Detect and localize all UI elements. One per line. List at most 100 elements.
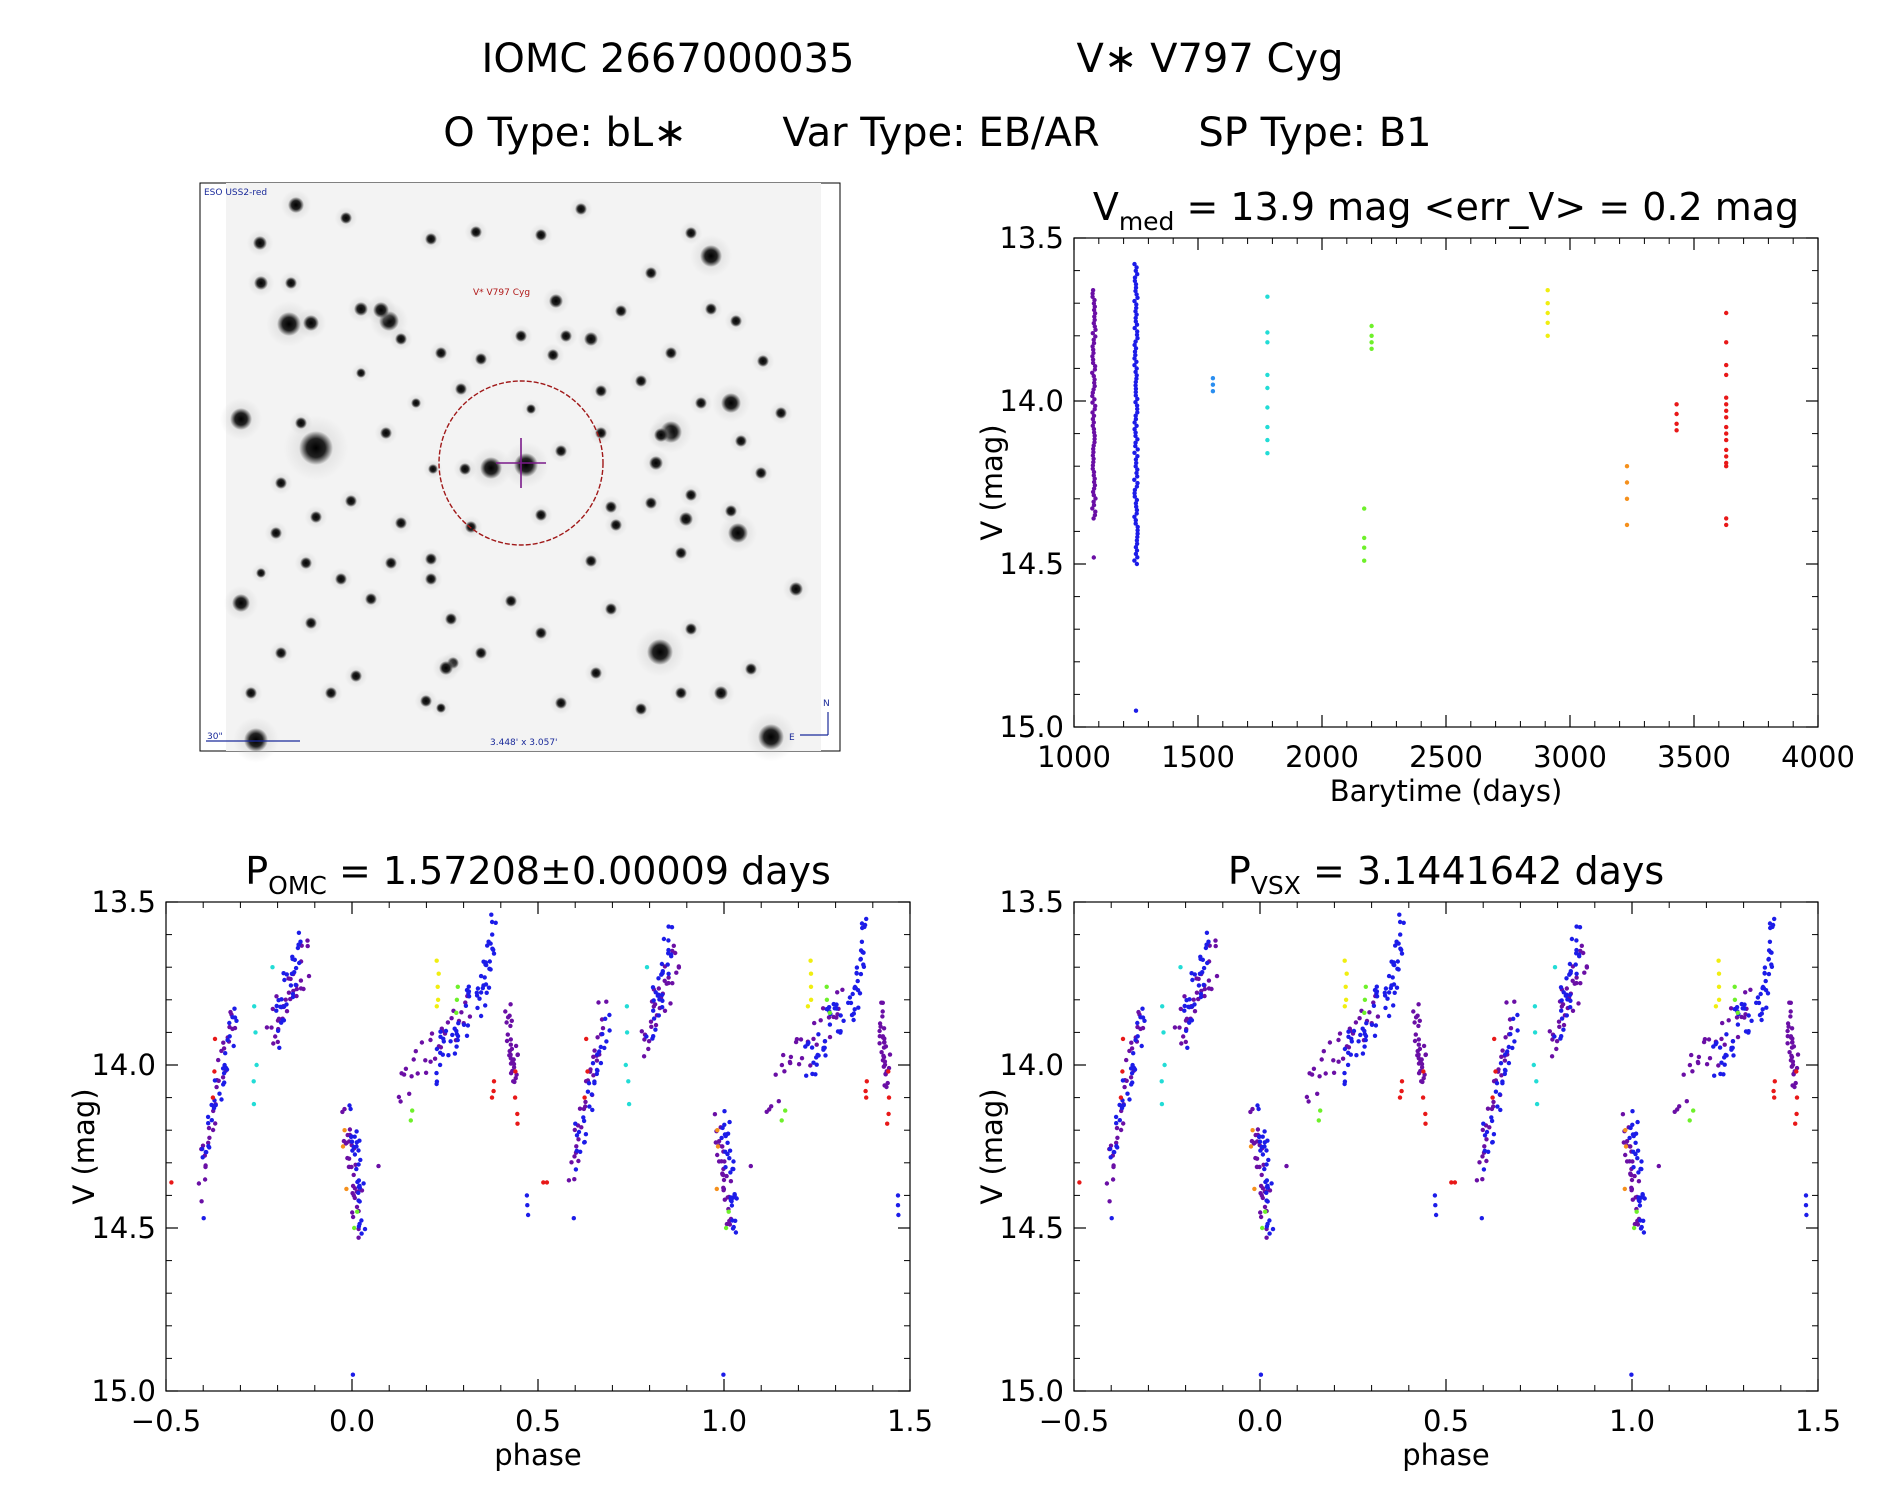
data-point (288, 983, 294, 988)
data-point (841, 1018, 846, 1023)
title-vartype: Var Type: EB/AR (782, 110, 1099, 156)
star (575, 203, 587, 215)
data-point (728, 1170, 733, 1175)
data-point (1135, 336, 1140, 341)
data-point (399, 1071, 404, 1076)
data-point (478, 990, 484, 995)
data-point (1392, 990, 1397, 995)
data-point (886, 1065, 892, 1071)
data-point (1386, 990, 1392, 995)
data-point (651, 1016, 657, 1021)
data-point (1110, 1177, 1116, 1182)
data-point (1267, 1231, 1272, 1236)
data-point (1256, 1106, 1261, 1112)
data-point (348, 1106, 353, 1112)
data-point (1133, 433, 1138, 439)
data-point (1349, 1039, 1355, 1044)
data-point (583, 1099, 588, 1105)
data-point (1394, 939, 1399, 944)
data-point (1574, 980, 1579, 986)
data-point (731, 1224, 736, 1230)
data-point (607, 1028, 612, 1033)
data-point (1584, 964, 1590, 969)
data-point (1213, 938, 1218, 943)
star (585, 555, 597, 567)
data-point (1135, 447, 1140, 452)
data-point (1489, 1118, 1495, 1124)
data-point (1114, 1125, 1120, 1131)
star (675, 687, 687, 699)
data-point (878, 1024, 883, 1029)
data-point (668, 1001, 673, 1006)
star (365, 593, 377, 605)
data-point (1134, 561, 1140, 567)
data-point (1532, 1030, 1538, 1035)
data-point (1373, 1023, 1379, 1028)
data-point (880, 1000, 885, 1005)
y-tick-label: 14.5 (999, 1211, 1064, 1245)
data-point (1493, 1089, 1499, 1094)
data-point (1336, 1037, 1341, 1043)
data-point (354, 1166, 359, 1172)
data-point (1499, 1073, 1504, 1078)
star (595, 385, 607, 397)
data-point (251, 1101, 257, 1107)
data-point (650, 985, 656, 990)
y-tick-label: 14.0 (999, 384, 1064, 418)
data-point (357, 1221, 362, 1227)
data-point (1210, 376, 1216, 381)
star (436, 703, 446, 713)
data-point (1635, 1148, 1641, 1153)
data-point (1134, 366, 1139, 371)
data-point (594, 1067, 600, 1073)
data-point (809, 1045, 815, 1050)
data-point (1307, 1071, 1312, 1076)
y-tick-label: 14.5 (999, 547, 1064, 581)
data-point (1635, 1119, 1640, 1125)
data-point (1348, 1052, 1354, 1057)
data-point (1639, 1224, 1644, 1230)
data-point (1133, 339, 1138, 344)
data-point (202, 1177, 208, 1182)
data-point (1118, 1095, 1124, 1100)
star (395, 333, 407, 345)
data-point (206, 1140, 211, 1146)
data-point (1581, 950, 1586, 956)
star (635, 703, 647, 715)
data-point (1574, 975, 1579, 980)
data-point (721, 1177, 727, 1183)
data-point (1091, 301, 1097, 306)
data-point (1267, 1218, 1272, 1223)
data-point (1634, 1209, 1639, 1214)
star (735, 435, 747, 447)
data-point (1479, 1216, 1485, 1221)
data-point (1090, 331, 1096, 336)
data-point (1265, 1199, 1270, 1204)
data-point (1200, 957, 1206, 962)
data-point (354, 1204, 360, 1210)
data-point (1574, 971, 1579, 976)
data-point (1639, 1159, 1644, 1164)
data-point (284, 1002, 289, 1007)
data-point (1716, 971, 1722, 976)
data-point (1687, 1062, 1693, 1068)
data-point (722, 1109, 727, 1114)
data-point (1421, 1043, 1427, 1049)
data-point (887, 1052, 893, 1057)
y-axis-label: V (mag) (67, 1088, 101, 1204)
data-point (1722, 1062, 1727, 1067)
data-point (863, 1088, 868, 1094)
data-point (1124, 1057, 1129, 1063)
data-point (864, 1079, 869, 1084)
data-point (1130, 1080, 1135, 1085)
data-point (1724, 408, 1729, 413)
data-point (1090, 354, 1095, 359)
data-point (1624, 496, 1630, 501)
data-point (1192, 1002, 1197, 1007)
data-point (1133, 309, 1138, 314)
star (714, 686, 728, 700)
data-point (782, 1069, 787, 1074)
data-point (223, 1051, 228, 1056)
data-point (723, 1225, 729, 1231)
data-point (1482, 1133, 1488, 1138)
